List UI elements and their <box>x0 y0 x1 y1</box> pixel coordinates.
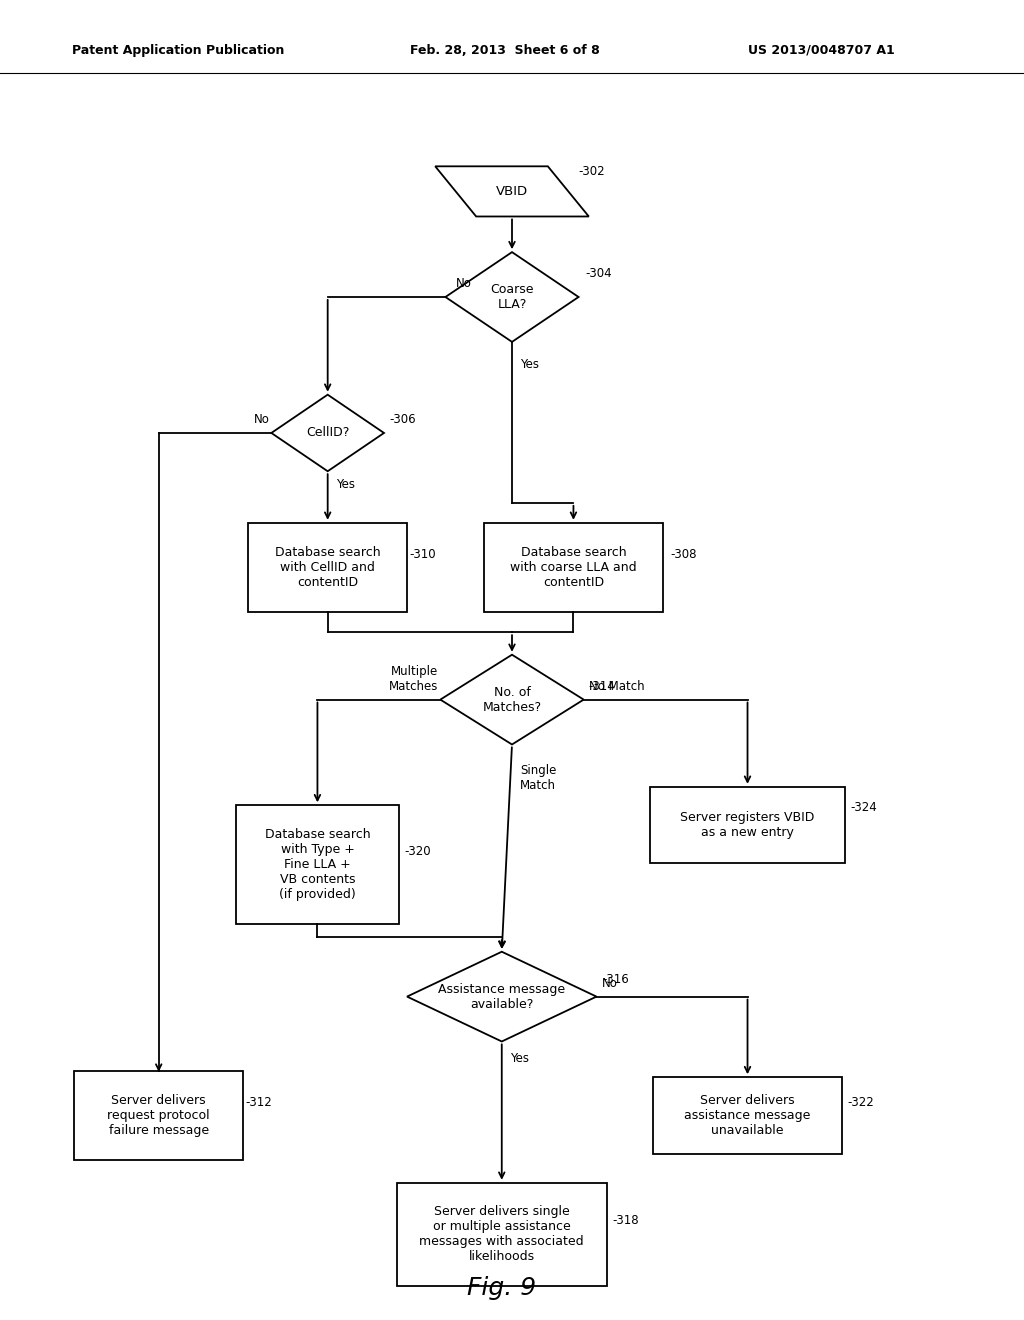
Text: Server delivers single
or multiple assistance
messages with associated
likelihoo: Server delivers single or multiple assis… <box>420 1205 584 1263</box>
Bar <box>397 1183 606 1286</box>
Text: Multiple
Matches: Multiple Matches <box>389 665 438 693</box>
Text: Yes: Yes <box>336 478 355 491</box>
Text: -302: -302 <box>579 165 605 178</box>
Text: -304: -304 <box>586 267 612 280</box>
Text: -316: -316 <box>602 973 629 986</box>
Text: -314: -314 <box>589 680 615 693</box>
Text: -318: -318 <box>612 1214 639 1228</box>
Text: Server registers VBID
as a new entry: Server registers VBID as a new entry <box>680 810 815 840</box>
Text: No Match: No Match <box>589 680 644 693</box>
Bar <box>248 523 407 612</box>
Text: CellID?: CellID? <box>306 426 349 440</box>
Text: -320: -320 <box>404 845 431 858</box>
Text: Fig. 9: Fig. 9 <box>467 1276 537 1300</box>
Text: -312: -312 <box>246 1096 272 1109</box>
Text: Server delivers
assistance message
unavailable: Server delivers assistance message unava… <box>684 1094 811 1137</box>
Text: No: No <box>456 277 472 290</box>
Text: Database search
with Type +
Fine LLA +
VB contents
(if provided): Database search with Type + Fine LLA + V… <box>264 828 371 902</box>
Text: Assistance message
available?: Assistance message available? <box>438 982 565 1011</box>
Text: -306: -306 <box>389 413 416 426</box>
Text: No: No <box>253 413 269 426</box>
Bar <box>484 523 664 612</box>
Text: -308: -308 <box>671 548 697 561</box>
Text: -322: -322 <box>848 1096 874 1109</box>
Bar <box>236 805 399 924</box>
Text: -310: -310 <box>410 548 436 561</box>
Bar <box>74 1071 244 1160</box>
Text: Feb. 28, 2013  Sheet 6 of 8: Feb. 28, 2013 Sheet 6 of 8 <box>410 44 599 57</box>
Text: US 2013/0048707 A1: US 2013/0048707 A1 <box>748 44 894 57</box>
Text: Server delivers
request protocol
failure message: Server delivers request protocol failure… <box>108 1094 210 1137</box>
Text: -324: -324 <box>850 801 877 814</box>
Text: Patent Application Publication: Patent Application Publication <box>72 44 284 57</box>
Text: No. of
Matches?: No. of Matches? <box>482 685 542 714</box>
Bar <box>650 787 845 863</box>
Text: Database search
with coarse LLA and
contentID: Database search with coarse LLA and cont… <box>510 546 637 589</box>
Text: No: No <box>602 977 617 990</box>
Text: Yes: Yes <box>510 1052 529 1065</box>
Bar <box>653 1077 842 1154</box>
Text: VBID: VBID <box>496 185 528 198</box>
Text: Single
Match: Single Match <box>520 764 557 792</box>
Text: Database search
with CellID and
contentID: Database search with CellID and contentI… <box>274 546 381 589</box>
Text: Yes: Yes <box>520 358 540 371</box>
Text: Coarse
LLA?: Coarse LLA? <box>490 282 534 312</box>
